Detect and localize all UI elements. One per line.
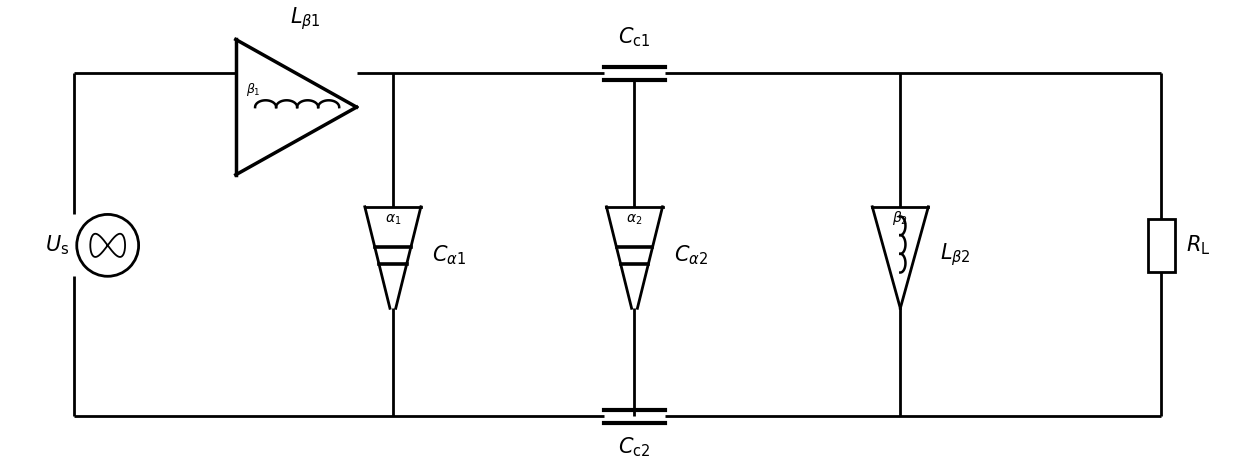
Text: $\beta_2$: $\beta_2$	[893, 210, 909, 227]
Text: $C_{\alpha 2}$: $C_{\alpha 2}$	[675, 243, 708, 267]
Text: $C_{\rm c2}$: $C_{\rm c2}$	[619, 436, 651, 459]
Text: $U_{\rm s}$: $U_{\rm s}$	[45, 234, 69, 257]
Bar	[1148, 219, 1174, 272]
Text: $\beta_1$: $\beta_1$	[247, 81, 262, 98]
Text: $L_{\beta 2}$: $L_{\beta 2}$	[940, 242, 971, 268]
Text: $C_{\alpha 1}$: $C_{\alpha 1}$	[433, 243, 466, 267]
Text: $\alpha_2$: $\alpha_2$	[626, 212, 642, 227]
Text: $L_{\beta 1}$: $L_{\beta 1}$	[290, 5, 321, 32]
Text: $\alpha_1$: $\alpha_1$	[384, 212, 401, 227]
Text: $R_{\rm L}$: $R_{\rm L}$	[1187, 234, 1211, 257]
Text: $C_{\rm c1}$: $C_{\rm c1}$	[619, 25, 651, 49]
